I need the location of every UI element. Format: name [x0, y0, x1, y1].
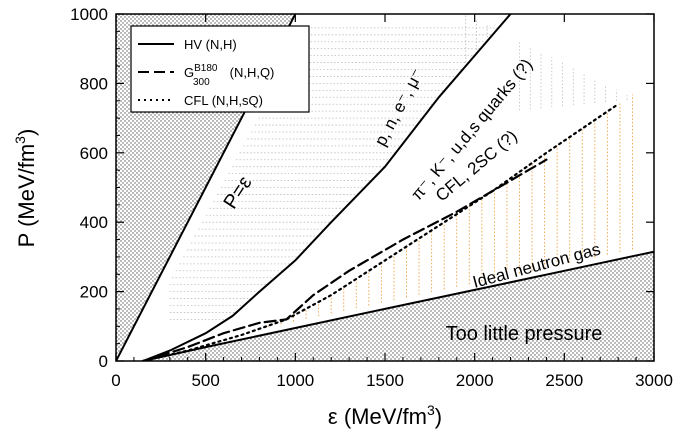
causality-label: P=ε	[220, 172, 257, 213]
too-little-pressure-label: Too little pressure	[446, 323, 603, 345]
y-tick-label: 0	[99, 352, 108, 371]
y-axis-title: P (MeV/fm3)	[12, 129, 39, 248]
x-tick-label: 1000	[276, 371, 314, 390]
too-little-pressure-region	[116, 251, 654, 361]
hadronic-phase-label: p, n, e⁻, μ⁻	[371, 66, 427, 149]
legend-box	[130, 25, 310, 113]
y-tick-label: 400	[80, 213, 108, 232]
series-cfl	[141, 103, 620, 361]
x-tick-label: 0	[111, 371, 120, 390]
y-tick-label: 1000	[70, 5, 108, 24]
legend-label-g300: GB180 300 (N,H,Q)	[184, 63, 274, 88]
y-tick-label: 600	[80, 144, 108, 163]
x-tick-label: 500	[191, 371, 219, 390]
x-tick-label: 3000	[635, 371, 673, 390]
x-tick-label: 1500	[366, 371, 404, 390]
legend-label-hv: HV (N,H)	[184, 37, 237, 52]
series-hv	[141, 14, 512, 361]
series-g300	[141, 158, 548, 361]
x-tick-label: 2000	[456, 371, 494, 390]
y-tick-label: 800	[80, 74, 108, 93]
x-tick-label: 2500	[545, 371, 583, 390]
series-neutron_gas	[141, 250, 654, 361]
legend-label-cfl: CFL (N,H,sQ)	[184, 93, 263, 108]
x-axis-title: ε (MeV/fm3)	[328, 402, 442, 429]
y-tick-label: 200	[80, 283, 108, 302]
